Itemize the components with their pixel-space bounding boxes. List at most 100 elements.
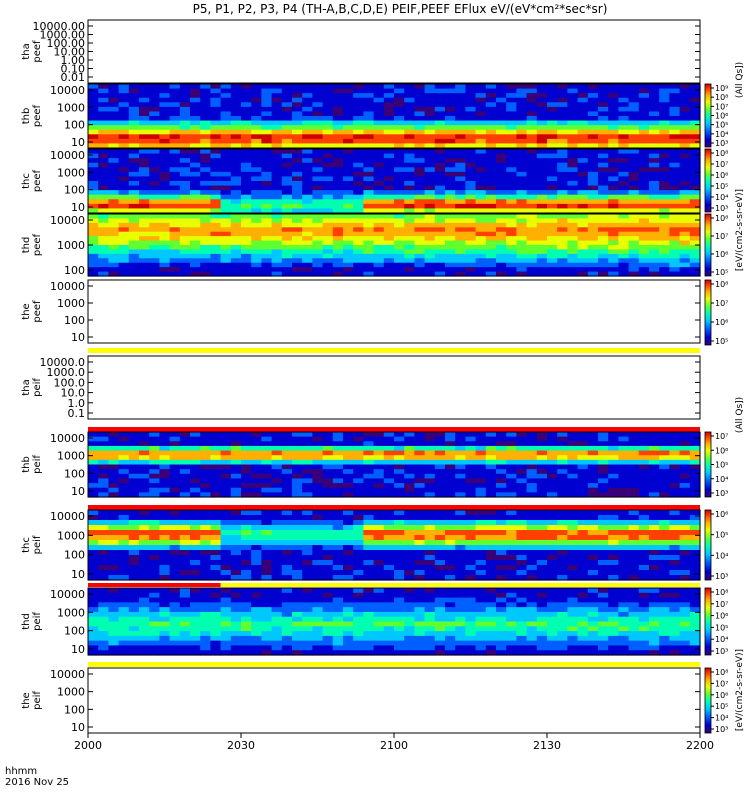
spectrogram-cell bbox=[322, 190, 334, 196]
spectrogram-cell bbox=[496, 560, 507, 566]
spectrogram-cell bbox=[230, 575, 242, 581]
spectrogram-cell bbox=[190, 227, 201, 233]
spectrogram-cell bbox=[383, 626, 395, 632]
spectrogram-cell bbox=[210, 262, 222, 268]
spectrogram-cell bbox=[577, 258, 589, 264]
spectrogram-cell bbox=[608, 236, 619, 242]
spectrogram-cell bbox=[332, 227, 344, 233]
spectrogram-cell bbox=[159, 621, 171, 627]
spectrogram-cell bbox=[139, 185, 150, 191]
spectrogram-cell bbox=[139, 575, 150, 581]
spectrogram-cell bbox=[496, 111, 507, 117]
spectrogram-cell bbox=[414, 171, 426, 178]
spectrogram-cell bbox=[261, 640, 273, 647]
spectrogram-cell bbox=[251, 492, 262, 498]
spectrogram-cell bbox=[190, 222, 201, 228]
spectrogram-cell bbox=[179, 214, 191, 220]
spectrogram-cell bbox=[506, 153, 517, 159]
spectrogram-cell bbox=[200, 203, 211, 210]
spectrogram-cell bbox=[179, 510, 191, 516]
spectrogram-cell bbox=[190, 450, 201, 456]
spectrogram-cell bbox=[628, 469, 640, 475]
y-tick-label: 0.10 bbox=[61, 63, 86, 76]
spectrogram-cell bbox=[271, 441, 283, 447]
spectrogram-cell bbox=[414, 120, 426, 126]
spectrogram-cell bbox=[363, 258, 375, 264]
spectrogram-cell bbox=[394, 97, 405, 103]
y-tick-label: 1000 bbox=[57, 297, 85, 310]
spectrogram-cell bbox=[343, 597, 354, 603]
spectrogram-cell bbox=[128, 487, 140, 493]
spectrogram-cell bbox=[292, 445, 303, 452]
spectrogram-cell bbox=[383, 492, 395, 498]
spectrogram-cell bbox=[118, 199, 130, 205]
spectrogram-cell bbox=[332, 185, 344, 191]
spectrogram-cell bbox=[638, 93, 650, 99]
spectrogram-cell bbox=[271, 616, 283, 623]
spectrogram-cell bbox=[394, 520, 405, 526]
spectrogram-cell bbox=[159, 469, 171, 475]
spectrogram-cell bbox=[547, 626, 558, 632]
spectrogram-cell bbox=[149, 258, 160, 264]
spectrogram-cell bbox=[322, 143, 334, 149]
spectrogram-cell bbox=[577, 455, 589, 461]
spectrogram-cell bbox=[577, 125, 589, 131]
spectrogram-cell bbox=[445, 621, 456, 627]
spectrogram-cell bbox=[271, 214, 283, 220]
spectrogram-cell bbox=[363, 214, 375, 220]
spectrogram-cell bbox=[496, 611, 507, 618]
spectrogram-cell bbox=[241, 535, 252, 541]
spectrogram-cell bbox=[434, 432, 446, 438]
spectrogram-cell bbox=[434, 560, 446, 566]
spectrogram-cell bbox=[108, 459, 120, 466]
spectrogram-cell bbox=[179, 441, 191, 447]
spectrogram-cell bbox=[567, 262, 579, 268]
spectrogram-cell bbox=[608, 120, 619, 126]
spectrogram-cell bbox=[190, 194, 201, 200]
spectrogram-cell bbox=[496, 570, 507, 576]
spectrogram-cell bbox=[261, 194, 273, 200]
spectrogram-cell bbox=[536, 267, 548, 273]
spectrogram-cell bbox=[567, 432, 579, 438]
spectrogram-cell bbox=[230, 560, 242, 566]
spectrogram-cell bbox=[230, 555, 242, 561]
spectrogram-cell bbox=[179, 540, 191, 546]
spectrogram-cell bbox=[434, 640, 446, 647]
spectrogram-cell bbox=[261, 203, 273, 210]
spectrogram-cell bbox=[557, 473, 568, 480]
spectrogram-cell bbox=[465, 525, 477, 531]
spectrogram-cell bbox=[353, 520, 364, 526]
spectrogram-cell bbox=[353, 650, 364, 656]
spectrogram-cell bbox=[373, 555, 385, 561]
spectrogram-cell bbox=[577, 487, 589, 493]
panel-frame bbox=[87, 431, 701, 498]
spectrogram-cell bbox=[618, 84, 630, 90]
spectrogram-cell bbox=[547, 171, 558, 178]
spectrogram-cell bbox=[118, 97, 130, 103]
spectrogram-cell bbox=[404, 607, 415, 613]
spectrogram-cell bbox=[669, 176, 681, 182]
spectrogram-cell bbox=[424, 190, 436, 196]
spectrogram-cell bbox=[587, 176, 599, 182]
spectrogram-cell bbox=[200, 515, 211, 521]
spectrogram-cell bbox=[485, 645, 497, 651]
spectrogram-cell bbox=[506, 441, 517, 447]
spectrogram-cell bbox=[506, 483, 517, 489]
spectrogram-cell bbox=[332, 181, 344, 187]
spectrogram-cell bbox=[434, 464, 446, 470]
spectrogram-cell bbox=[445, 602, 456, 608]
spectrogram-cell bbox=[404, 616, 415, 623]
spectrogram-cell bbox=[149, 125, 160, 131]
spectrogram-cell bbox=[516, 640, 528, 647]
spectrogram-cell bbox=[220, 120, 232, 126]
spectrogram-cell bbox=[179, 231, 191, 237]
spectrogram-cell bbox=[679, 102, 691, 108]
spectrogram-cell bbox=[659, 535, 670, 541]
spectrogram-cell bbox=[516, 445, 528, 452]
spectrogram-cell bbox=[261, 84, 273, 90]
spectrogram-cell bbox=[159, 450, 171, 456]
spectrogram-cell bbox=[689, 262, 701, 268]
spectrogram-cell bbox=[108, 185, 120, 191]
spectrogram-cell bbox=[485, 487, 497, 493]
spectrogram-cell bbox=[628, 478, 640, 484]
